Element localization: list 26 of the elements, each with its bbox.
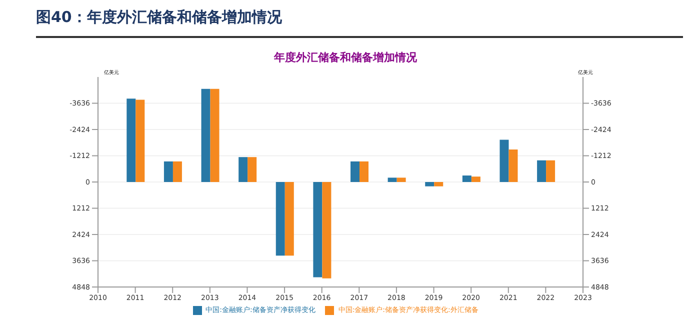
bar: [284, 182, 294, 256]
bar: [322, 182, 332, 278]
bar: [500, 140, 509, 182]
chart-subtitle: 年度外汇储备和储备增加情况: [272, 50, 418, 65]
bar: [201, 88, 210, 182]
bar: [126, 98, 136, 182]
bar: [434, 182, 444, 186]
bar: [313, 182, 322, 278]
bar: [388, 178, 397, 182]
bar: [350, 161, 360, 182]
bar: [210, 88, 220, 182]
bar: [360, 161, 368, 182]
bar: [537, 160, 546, 182]
bar: [396, 178, 406, 182]
bar: [136, 100, 145, 182]
bar: [546, 160, 556, 182]
chart-title: 图40：年度外汇储备和储备增加情况: [35, 8, 283, 28]
bar: [238, 157, 248, 182]
bar: [508, 150, 518, 182]
bar: [164, 161, 173, 182]
bar: [471, 176, 480, 182]
bar: [276, 182, 285, 256]
bar: [248, 157, 257, 182]
bar: [462, 176, 472, 182]
bar: [172, 161, 182, 182]
bar: [425, 182, 434, 186]
